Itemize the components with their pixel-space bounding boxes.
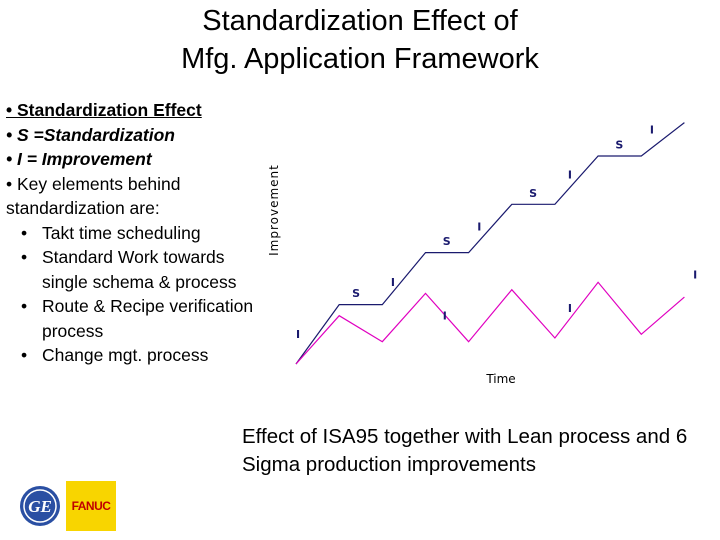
sub-bullet-text: Takt time scheduling xyxy=(42,222,201,243)
sub-bullet-text: Standard Work towards single schema & pr… xyxy=(42,247,237,292)
annotation-label-3: I xyxy=(443,309,447,322)
sub-bullet-standard-work: • Standard Work towards single schema & … xyxy=(6,245,262,294)
title-line-1: Standardization Effect of xyxy=(202,5,518,37)
annotation-label-9: S xyxy=(615,139,623,152)
annotation-label-7: I xyxy=(568,168,572,181)
svg-text:GE: GE xyxy=(28,497,52,516)
sub-bullet-change-mgt: • Change mgt. process xyxy=(6,343,262,368)
sub-bullet-text: Change mgt. process xyxy=(42,345,209,365)
slide-title: Standardization Effect of Mfg. Applicati… xyxy=(0,2,720,78)
y-axis-label: Improvement xyxy=(267,164,281,256)
series-line-0 xyxy=(295,122,685,365)
fanuc-logo-text: FANUC xyxy=(71,499,111,513)
annotation-label-0: I xyxy=(296,328,300,341)
improvement-chart: I S I I S I S I I S I I Time Improvement xyxy=(262,98,720,398)
annotation-label-2: I xyxy=(391,276,395,289)
annotation-label-6: S xyxy=(529,187,537,200)
series-line-1 xyxy=(295,281,685,365)
sub-bullet-marker: • xyxy=(21,247,28,267)
logo-group: GE FANUC xyxy=(14,481,116,531)
x-axis-label: Time xyxy=(485,372,515,386)
sub-bullet-takt: • Takt time scheduling xyxy=(6,221,262,246)
bullet-s-definition: • S =Standardization xyxy=(6,124,176,145)
bullet-list: • Standardization Effect • S =Standardiz… xyxy=(6,98,262,402)
caption: Effect of ISA95 together with Lean proce… xyxy=(242,425,688,476)
bullet-i-definition: • I = Improvement xyxy=(6,149,152,169)
sub-bullet-marker: • xyxy=(21,222,28,243)
sub-bullet-route-recipe: • Route & Recipe verification process xyxy=(6,294,262,343)
bullet-key-elements: • Key elements behind standardization ar… xyxy=(6,173,181,219)
annotation-label-4: S xyxy=(443,235,451,248)
annotation-label-1: S xyxy=(352,287,360,300)
chart-svg: I S I I S I S I I S I I Time Improvement xyxy=(267,122,697,386)
annotation-label-5: I xyxy=(477,220,481,233)
annotation-label-11: I xyxy=(693,269,697,282)
bullet-standardization-effect: • Standardization Effect xyxy=(6,100,202,120)
ge-logo: GE xyxy=(14,481,66,531)
fanuc-logo: FANUC xyxy=(66,481,116,531)
title-line-2: Mfg. Application Framework xyxy=(181,43,539,75)
ge-monogram-icon: GE xyxy=(20,486,60,526)
sub-bullet-marker: • xyxy=(21,345,28,365)
sub-bullet-text: Route & Recipe verification process xyxy=(42,296,254,341)
sub-bullet-marker: • xyxy=(21,296,28,316)
annotation-label-8: I xyxy=(568,302,572,315)
annotation-label-10: I xyxy=(650,124,654,137)
